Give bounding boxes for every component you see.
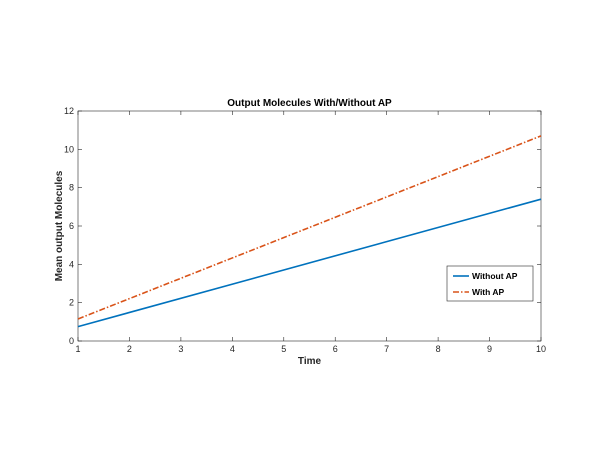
- chart-title: Output Molecules With/Without AP: [227, 98, 392, 109]
- legend: Without AP With AP: [446, 265, 534, 302]
- y-tick-label: 6: [69, 221, 74, 231]
- x-tick-label: 6: [333, 344, 338, 354]
- series-layer: [77, 135, 542, 328]
- x-tick-label: 4: [230, 344, 235, 354]
- x-tick-label: 5: [281, 344, 286, 354]
- x-tick-label: 1: [75, 344, 80, 354]
- legend-box: [446, 265, 534, 302]
- x-tick-label: 7: [384, 344, 389, 354]
- series-line-with-ap: [77, 135, 542, 320]
- y-tick-label: 0: [69, 336, 74, 346]
- x-tick-label: 2: [127, 344, 132, 354]
- y-tick-label: 4: [69, 259, 74, 269]
- legend-label: With AP: [472, 287, 505, 297]
- y-tick-label: 2: [69, 298, 74, 308]
- y-tick-label: 12: [64, 106, 74, 116]
- y-tick-label: 10: [64, 144, 74, 154]
- series-line-without-ap: [77, 198, 542, 328]
- legend-label: Without AP: [472, 271, 518, 281]
- x-axis-label: Time: [298, 356, 322, 367]
- y-axis-label: Mean output Molecules: [54, 170, 65, 281]
- plot-area: [77, 110, 542, 342]
- x-tick-label: 9: [487, 344, 492, 354]
- x-tick-label: 10: [536, 344, 546, 354]
- y-tick-label: 8: [69, 183, 74, 193]
- x-tick-label: 8: [436, 344, 441, 354]
- x-tick-label: 3: [178, 344, 183, 354]
